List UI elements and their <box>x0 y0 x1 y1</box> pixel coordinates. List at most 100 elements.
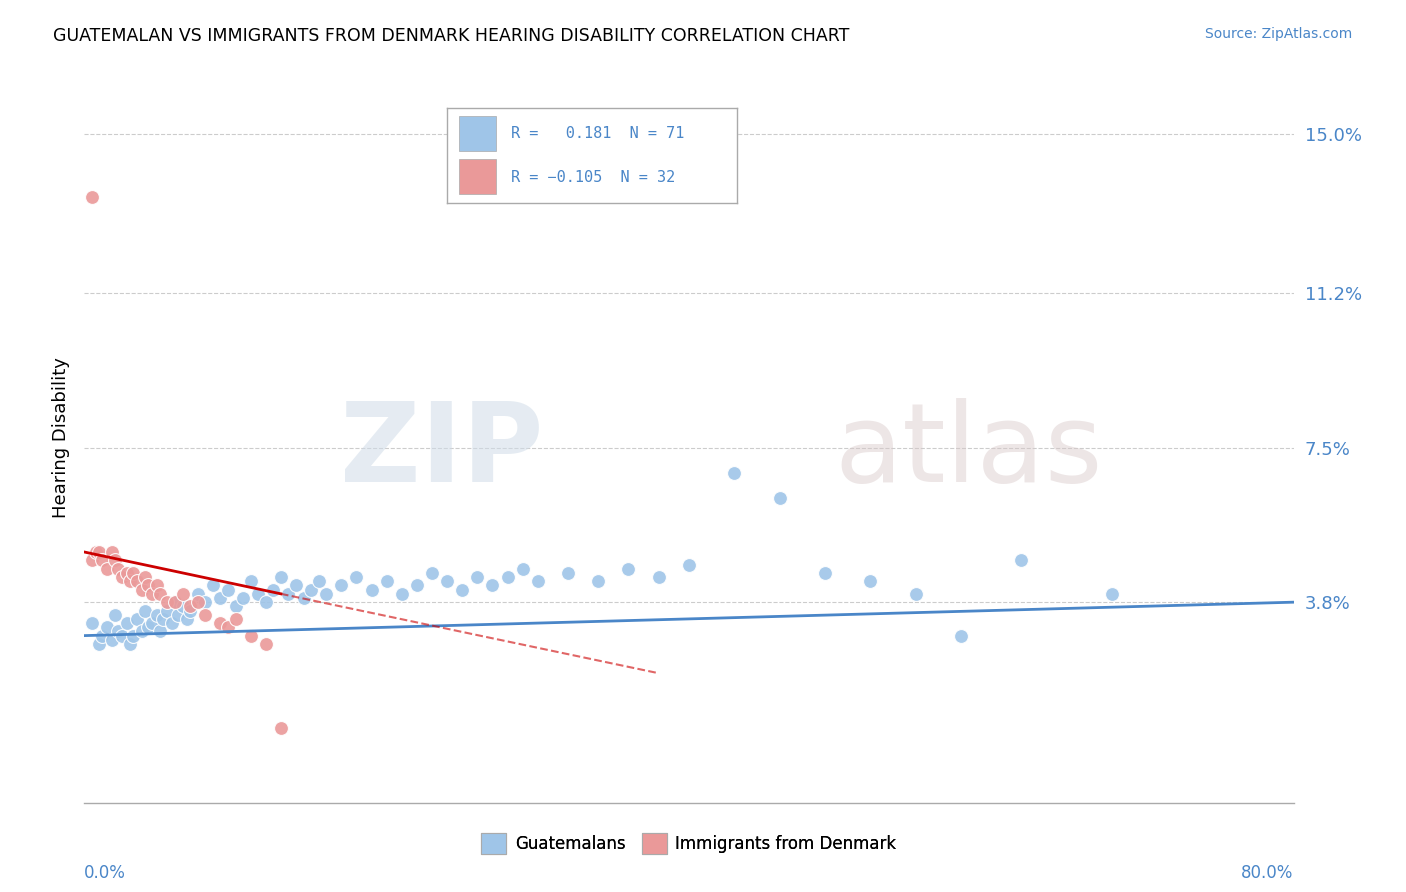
Point <box>375 574 398 589</box>
Point <box>617 562 640 576</box>
Point <box>1101 587 1123 601</box>
Point <box>80 616 103 631</box>
Point <box>172 587 194 601</box>
Point <box>391 587 413 601</box>
Point <box>187 587 209 601</box>
Point <box>299 582 322 597</box>
Text: 0.0%: 0.0% <box>84 864 127 882</box>
Point <box>89 637 111 651</box>
Point <box>201 578 224 592</box>
Point <box>179 603 201 617</box>
Point <box>149 624 172 639</box>
Point <box>194 595 217 609</box>
Point <box>156 603 179 617</box>
Point <box>315 587 337 601</box>
Point <box>141 587 163 601</box>
Point <box>254 637 277 651</box>
Point <box>217 582 239 597</box>
Point <box>91 553 114 567</box>
Point <box>239 574 262 589</box>
Point <box>406 578 429 592</box>
Text: Source: ZipAtlas.com: Source: ZipAtlas.com <box>1205 27 1353 41</box>
Point <box>481 578 503 592</box>
Point <box>136 578 159 592</box>
Point <box>209 591 232 605</box>
Point <box>104 607 127 622</box>
Point <box>91 629 114 643</box>
Point <box>115 566 138 580</box>
Point <box>176 612 198 626</box>
Legend: Guatemalans, Immigrants from Denmark: Guatemalans, Immigrants from Denmark <box>475 827 903 860</box>
Point <box>100 545 122 559</box>
Point <box>904 587 927 601</box>
Point <box>118 637 141 651</box>
Point <box>225 612 247 626</box>
Point <box>194 607 217 622</box>
Point <box>209 616 232 631</box>
Point <box>814 566 837 580</box>
Point <box>107 624 129 639</box>
Point <box>588 574 610 589</box>
Point <box>678 558 700 572</box>
Point <box>330 578 353 592</box>
Point <box>96 620 118 634</box>
Point <box>131 582 153 597</box>
Point <box>134 570 156 584</box>
Point <box>360 582 382 597</box>
Point <box>247 587 270 601</box>
Point <box>512 562 534 576</box>
Point <box>141 616 163 631</box>
Point <box>104 553 127 567</box>
Point <box>80 190 103 204</box>
Point <box>160 616 183 631</box>
Point <box>239 629 262 643</box>
Point <box>96 562 118 576</box>
Point <box>136 620 159 634</box>
Point <box>232 591 254 605</box>
Point <box>134 603 156 617</box>
Point <box>172 599 194 614</box>
Point <box>859 574 882 589</box>
Point <box>111 629 134 643</box>
Point <box>225 599 247 614</box>
Point <box>1011 553 1033 567</box>
Point <box>292 591 315 605</box>
Point <box>262 582 284 597</box>
Point <box>308 574 330 589</box>
Point <box>436 574 458 589</box>
Point <box>420 566 443 580</box>
Point <box>100 632 122 647</box>
Point <box>115 616 138 631</box>
Point <box>950 629 973 643</box>
Point <box>111 570 134 584</box>
Text: atlas: atlas <box>834 398 1102 505</box>
Point <box>127 612 149 626</box>
Point <box>527 574 550 589</box>
Point <box>80 553 103 567</box>
Point <box>152 612 174 626</box>
Point <box>270 721 292 735</box>
Point <box>165 595 187 609</box>
Point <box>254 595 277 609</box>
Point <box>467 570 489 584</box>
Text: ZIP: ZIP <box>340 398 544 505</box>
Point <box>648 570 671 584</box>
Text: GUATEMALAN VS IMMIGRANTS FROM DENMARK HEARING DISABILITY CORRELATION CHART: GUATEMALAN VS IMMIGRANTS FROM DENMARK HE… <box>53 27 849 45</box>
Point <box>86 545 108 559</box>
Point <box>270 570 292 584</box>
Point <box>107 562 129 576</box>
Point <box>346 570 368 584</box>
Y-axis label: Hearing Disability: Hearing Disability <box>52 357 70 517</box>
Point <box>187 595 209 609</box>
Point <box>127 574 149 589</box>
Point <box>179 599 201 614</box>
Point <box>557 566 579 580</box>
Point <box>167 607 190 622</box>
Point <box>156 595 179 609</box>
Text: 80.0%: 80.0% <box>1241 864 1294 882</box>
Point <box>451 582 474 597</box>
Point <box>277 587 299 601</box>
Point <box>146 578 169 592</box>
Point <box>146 607 169 622</box>
Point <box>165 595 187 609</box>
